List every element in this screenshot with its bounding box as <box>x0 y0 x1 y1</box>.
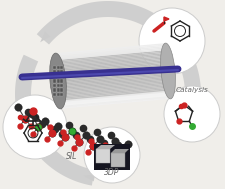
Bar <box>96 149 110 163</box>
Polygon shape <box>57 61 167 73</box>
Polygon shape <box>57 58 167 70</box>
Text: SIL: SIL <box>66 152 78 161</box>
Bar <box>56 79 59 83</box>
Bar <box>94 144 130 170</box>
Ellipse shape <box>50 53 66 109</box>
Ellipse shape <box>161 43 176 99</box>
Circle shape <box>139 8 205 74</box>
Polygon shape <box>60 92 170 106</box>
Polygon shape <box>56 44 166 56</box>
Text: 3DP: 3DP <box>104 168 120 177</box>
Polygon shape <box>56 50 166 61</box>
Bar <box>60 70 63 74</box>
Polygon shape <box>56 46 166 57</box>
Polygon shape <box>59 85 169 96</box>
Polygon shape <box>59 78 169 89</box>
Polygon shape <box>111 149 129 153</box>
Polygon shape <box>60 91 170 102</box>
Polygon shape <box>15 55 95 186</box>
Polygon shape <box>56 51 166 63</box>
Bar <box>53 93 56 96</box>
Bar <box>60 93 63 96</box>
Polygon shape <box>58 68 168 80</box>
Polygon shape <box>96 145 115 149</box>
Bar <box>60 66 63 69</box>
Circle shape <box>164 86 220 142</box>
Polygon shape <box>164 17 169 21</box>
Polygon shape <box>59 79 169 91</box>
Bar <box>53 84 56 87</box>
Polygon shape <box>60 96 170 108</box>
Polygon shape <box>58 74 168 85</box>
Polygon shape <box>56 47 166 59</box>
Polygon shape <box>57 57 167 68</box>
Polygon shape <box>60 93 170 105</box>
Bar <box>111 153 125 167</box>
Polygon shape <box>57 56 167 67</box>
Polygon shape <box>58 77 169 88</box>
Polygon shape <box>59 82 169 94</box>
Bar <box>60 84 63 87</box>
Polygon shape <box>37 1 201 126</box>
Polygon shape <box>56 43 166 54</box>
Circle shape <box>84 127 140 183</box>
Text: Catalysis: Catalysis <box>176 87 208 93</box>
Polygon shape <box>58 71 168 82</box>
Polygon shape <box>59 84 169 95</box>
Polygon shape <box>60 92 170 103</box>
Bar <box>53 79 56 83</box>
Polygon shape <box>56 49 166 60</box>
Polygon shape <box>56 54 166 66</box>
Bar <box>56 93 59 96</box>
Bar <box>56 88 59 92</box>
Polygon shape <box>60 98 171 109</box>
Bar <box>53 66 56 69</box>
Bar <box>56 70 59 74</box>
Bar <box>53 75 56 78</box>
Polygon shape <box>59 86 169 98</box>
Bar <box>60 79 63 83</box>
Polygon shape <box>57 63 167 74</box>
Bar <box>56 84 59 87</box>
Circle shape <box>3 95 67 159</box>
Polygon shape <box>60 89 170 101</box>
Polygon shape <box>58 72 168 84</box>
Bar <box>56 75 59 78</box>
Polygon shape <box>56 53 166 64</box>
Bar <box>53 70 56 74</box>
Polygon shape <box>58 70 168 81</box>
Polygon shape <box>58 65 168 77</box>
Bar <box>56 66 59 69</box>
Polygon shape <box>60 88 170 99</box>
Polygon shape <box>59 81 169 92</box>
Bar <box>60 88 63 92</box>
Polygon shape <box>83 175 95 181</box>
Bar <box>53 88 56 92</box>
Polygon shape <box>58 67 168 78</box>
Polygon shape <box>40 32 50 42</box>
Polygon shape <box>60 95 170 106</box>
Polygon shape <box>57 64 167 75</box>
Polygon shape <box>58 75 169 87</box>
Polygon shape <box>57 60 167 71</box>
Bar <box>60 75 63 78</box>
